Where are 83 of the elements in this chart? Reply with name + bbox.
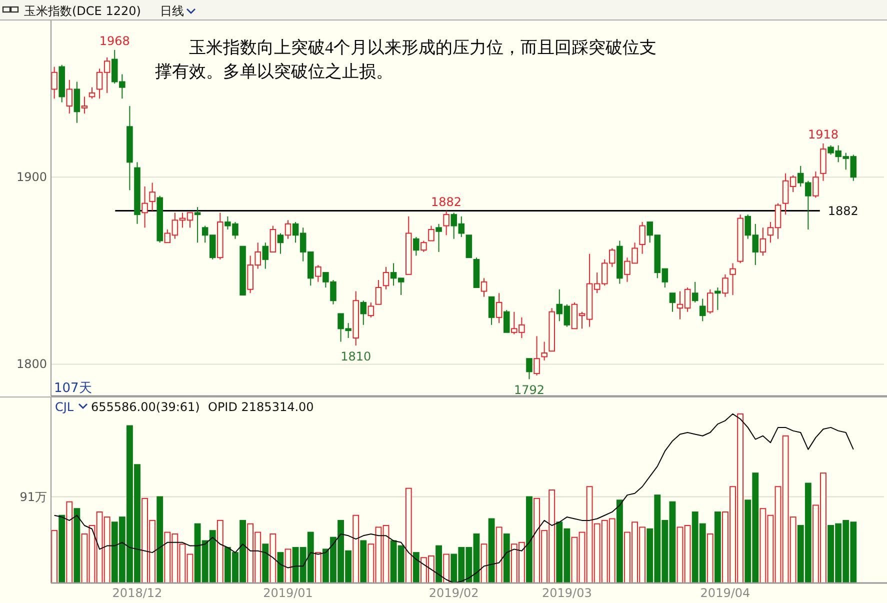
candlestick: [760, 227, 766, 256]
annotation: 1882: [431, 194, 462, 209]
candlestick: [420, 240, 427, 252]
bar: [58, 514, 66, 584]
annotation: 1968: [99, 34, 130, 48]
candlestick: [51, 66, 58, 100]
bar: [616, 500, 623, 584]
candlestick: [812, 171, 819, 198]
y-tick-label: 1800: [16, 357, 47, 372]
candlestick: [722, 274, 728, 298]
bar: [412, 552, 420, 584]
bar: [405, 488, 412, 584]
x-tick-label: 2019/03: [542, 586, 592, 600]
candlestick: [503, 309, 510, 333]
candlestick: [375, 280, 382, 305]
candlestick: [413, 236, 420, 256]
candlestick: [699, 298, 706, 322]
candlestick: [88, 86, 96, 100]
candlestick: [639, 222, 646, 254]
candlestick: [270, 225, 276, 252]
x-tick-label: 2019/04: [700, 586, 750, 600]
candlestick: [669, 292, 676, 312]
candlestick: [142, 186, 148, 228]
bar: [443, 554, 450, 584]
annotation: 1918: [808, 127, 839, 142]
bar: [496, 526, 502, 584]
candlestick: [194, 206, 201, 244]
x-tick-label: 2019/02: [428, 586, 479, 600]
candlestick: [443, 210, 450, 236]
bar: [714, 511, 721, 584]
annotation: 655586.00(39:61): [91, 400, 200, 414]
candlestick: [488, 296, 495, 326]
bar: [526, 496, 532, 584]
x-tick-label: 2019/01: [263, 586, 313, 600]
candlestick: [149, 182, 156, 212]
annotation: 玉米指数向上突破4个月以来形成的压力位，而且回踩突破位支撑有效。多单以突破位之止损。: [155, 37, 658, 83]
candlestick: [284, 220, 292, 240]
bar: [503, 533, 510, 584]
candlestick: [707, 288, 714, 314]
bar: [66, 501, 73, 584]
bar: [488, 518, 495, 584]
candlestick: [382, 266, 390, 290]
candlestick: [436, 223, 442, 252]
candlestick: [526, 358, 532, 380]
candlestick: [480, 278, 488, 298]
candlestick: [466, 234, 472, 258]
candlestick: [541, 341, 548, 361]
chart-title: 玉米指数(DCE 1220): [24, 4, 141, 18]
candlestick: [714, 287, 721, 310]
bar: [156, 496, 164, 584]
bar: [262, 544, 269, 584]
chart-subtitle: 日线: [160, 4, 184, 18]
bar: [216, 520, 224, 584]
candlestick: [315, 264, 322, 282]
candlestick: [730, 262, 736, 296]
ref-line-label: 91万: [20, 490, 47, 504]
x-tick-label: 2018/12: [112, 586, 162, 600]
ref-line-label: 1882: [828, 204, 858, 218]
candlestick: [360, 300, 367, 326]
candlestick: [81, 96, 88, 114]
annotation: CJL: [55, 400, 74, 414]
bar: [51, 530, 58, 584]
candlestick: [496, 292, 502, 324]
candlestick: [368, 302, 374, 318]
candlestick: [66, 79, 73, 114]
candlestick: [692, 281, 698, 303]
bar: [706, 533, 714, 584]
annotation: 1792: [514, 383, 545, 398]
candlestick: [262, 242, 269, 270]
bar: [270, 533, 276, 584]
candlestick: [534, 336, 540, 376]
bar: [74, 508, 80, 584]
bar: [436, 545, 442, 584]
annotation: OPID 2185314.00: [208, 400, 314, 414]
annotation: 107天: [54, 381, 92, 396]
y-tick-label: 1900: [16, 170, 47, 184]
bar: [360, 540, 367, 584]
candlestick: [277, 232, 284, 254]
candlestick: [74, 81, 80, 124]
candlestick: [428, 225, 434, 242]
bar: [314, 552, 322, 584]
annotation: 1810: [340, 349, 372, 364]
bar: [352, 514, 360, 584]
